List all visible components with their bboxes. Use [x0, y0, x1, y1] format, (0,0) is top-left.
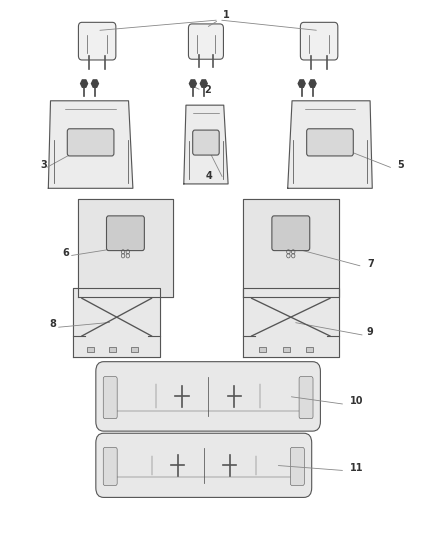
- Text: 8: 8: [49, 319, 56, 329]
- Polygon shape: [298, 80, 305, 87]
- Text: 1: 1: [223, 10, 230, 20]
- FancyBboxPatch shape: [300, 22, 338, 60]
- Text: 9: 9: [367, 327, 374, 337]
- Bar: [283, 347, 290, 352]
- FancyBboxPatch shape: [106, 216, 145, 251]
- Text: 6: 6: [62, 248, 69, 258]
- Text: 7: 7: [367, 259, 374, 269]
- Polygon shape: [48, 101, 133, 188]
- Bar: [258, 347, 265, 352]
- Polygon shape: [78, 199, 173, 297]
- Text: 4: 4: [206, 171, 213, 181]
- Bar: [109, 347, 116, 352]
- FancyBboxPatch shape: [307, 129, 353, 156]
- Polygon shape: [243, 199, 339, 297]
- Polygon shape: [92, 80, 99, 87]
- Polygon shape: [288, 101, 372, 188]
- Polygon shape: [81, 80, 88, 87]
- Polygon shape: [73, 288, 160, 357]
- Polygon shape: [243, 288, 339, 357]
- FancyBboxPatch shape: [67, 129, 114, 156]
- FancyBboxPatch shape: [299, 377, 313, 419]
- Polygon shape: [184, 105, 228, 184]
- Text: 3: 3: [41, 160, 47, 171]
- FancyBboxPatch shape: [290, 447, 304, 486]
- FancyBboxPatch shape: [96, 362, 321, 431]
- FancyBboxPatch shape: [103, 447, 117, 486]
- Text: 2: 2: [204, 85, 211, 94]
- FancyBboxPatch shape: [193, 130, 219, 155]
- FancyBboxPatch shape: [188, 24, 223, 59]
- Text: 11: 11: [350, 463, 363, 473]
- Polygon shape: [200, 80, 207, 87]
- Text: 10: 10: [350, 397, 363, 406]
- FancyBboxPatch shape: [96, 433, 312, 497]
- Bar: [307, 347, 314, 352]
- FancyBboxPatch shape: [78, 22, 116, 60]
- Bar: [131, 347, 138, 352]
- FancyBboxPatch shape: [103, 377, 117, 419]
- Polygon shape: [309, 80, 316, 87]
- Polygon shape: [189, 80, 196, 87]
- Text: 5: 5: [397, 160, 404, 171]
- FancyBboxPatch shape: [272, 216, 310, 251]
- Bar: [87, 347, 94, 352]
